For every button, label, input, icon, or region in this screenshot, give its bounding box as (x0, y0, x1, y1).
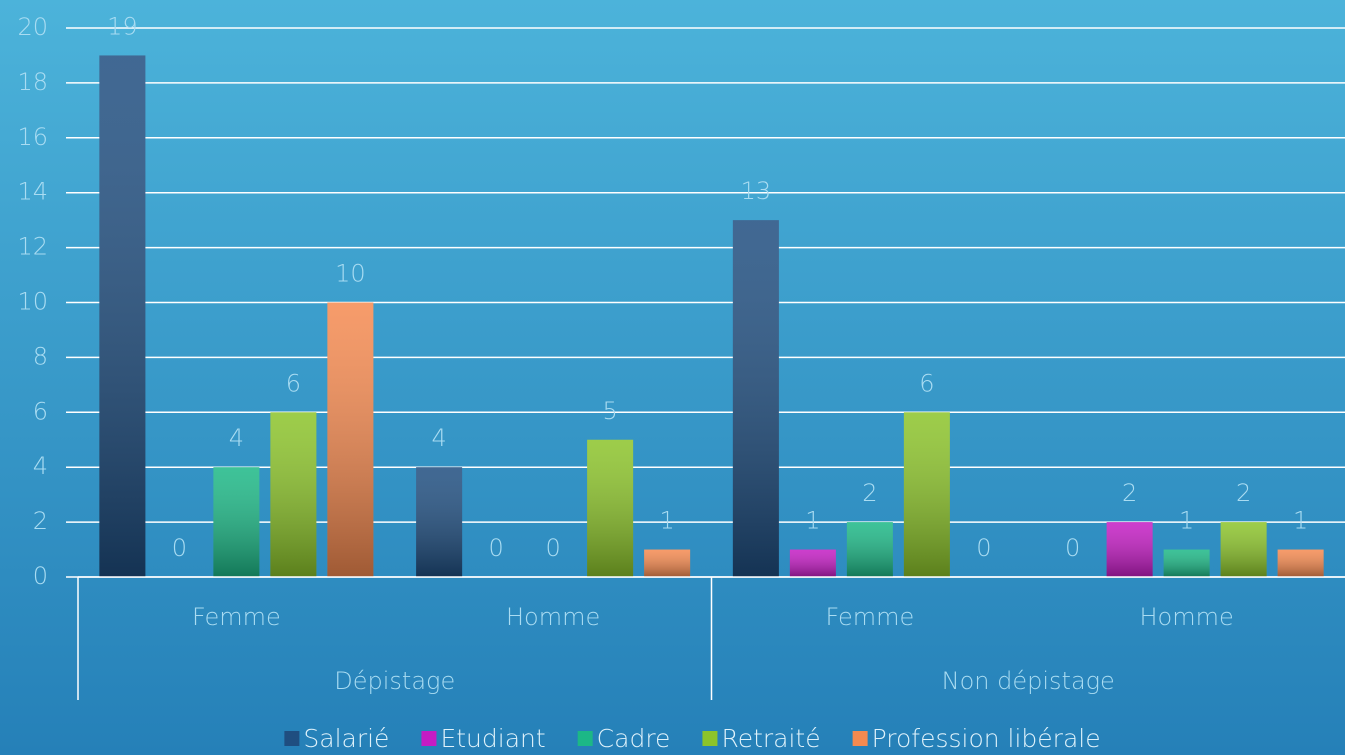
x-tick-label: Homme (506, 603, 600, 631)
legend-label: Profession libérale (872, 724, 1101, 753)
y-tick-label: 6 (33, 397, 48, 425)
bar-shade (416, 467, 463, 577)
value-label: 0 (172, 534, 187, 562)
bar-shade (732, 220, 779, 577)
y-tick-label: 2 (33, 507, 48, 535)
legend-swatch (577, 731, 593, 746)
legend: Salarié Etudiant Cadre Retraité Profession l… (284, 724, 1101, 753)
bar-shade (789, 549, 836, 577)
value-label: 10 (335, 260, 366, 288)
bar-shade (1106, 522, 1153, 577)
legend-label: Salarié (303, 724, 389, 753)
bar-shade (99, 55, 146, 577)
bar-shade (270, 412, 317, 577)
y-tick-label: 4 (33, 452, 48, 480)
bar-shade (327, 302, 374, 577)
legend-label: Retraité (721, 724, 820, 753)
legend-label: Etudiant (440, 724, 545, 753)
y-tick-label: 12 (17, 233, 48, 261)
y-tick-label: 20 (17, 13, 48, 41)
value-label: 1 (659, 507, 674, 535)
y-tick-label: 16 (17, 123, 48, 151)
group-label: Dépistage (334, 667, 455, 695)
value-label: 4 (431, 424, 446, 452)
bar-shade (587, 439, 634, 577)
group-label: Non dépistage (942, 667, 1115, 695)
legend-label: Cadre (597, 724, 671, 753)
bar-shade (1220, 522, 1267, 577)
bar-shade (903, 412, 950, 577)
bar-shade (846, 522, 893, 577)
bar-shade (644, 549, 691, 577)
bar-shade (1163, 549, 1210, 577)
y-tick-label: 0 (33, 562, 48, 590)
value-label: 2 (1122, 479, 1137, 507)
value-label: 19 (107, 12, 138, 40)
value-label: 1 (1179, 507, 1194, 535)
y-tick-label: 8 (33, 342, 48, 370)
value-label: 0 (976, 534, 991, 562)
legend-swatch (852, 731, 868, 746)
bar-shade (1277, 549, 1324, 577)
legend-swatch (421, 731, 437, 746)
x-tick-label: Homme (1139, 603, 1233, 631)
x-tick-label: Femme (192, 603, 281, 631)
value-label: 0 (1065, 534, 1080, 562)
x-tick-label: Femme (825, 603, 914, 631)
value-label: 1 (805, 507, 820, 535)
legend-swatch (284, 731, 300, 746)
bar-shade (213, 467, 260, 577)
value-label: 4 (229, 424, 244, 452)
value-label: 2 (862, 479, 877, 507)
value-label: 0 (545, 534, 560, 562)
value-label: 6 (919, 369, 934, 397)
y-tick-label: 14 (17, 178, 48, 206)
value-label: 13 (741, 177, 772, 205)
value-label: 1 (1293, 507, 1308, 535)
value-label: 2 (1236, 479, 1251, 507)
y-tick-label: 18 (17, 68, 48, 96)
value-label: 0 (488, 534, 503, 562)
value-label: 5 (602, 397, 617, 425)
legend-swatch (702, 731, 718, 746)
value-label: 6 (286, 369, 301, 397)
y-tick-label: 10 (17, 288, 48, 316)
